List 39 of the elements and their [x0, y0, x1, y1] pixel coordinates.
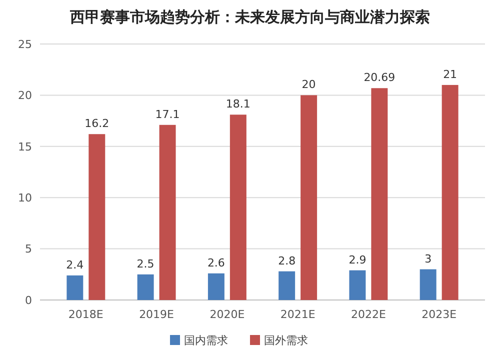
- data-label: 2.5: [136, 257, 154, 270]
- y-tick-label: 5: [25, 242, 32, 256]
- bar: [300, 95, 318, 300]
- bar: [349, 270, 366, 300]
- x-tick-label: 2022E: [350, 308, 386, 321]
- x-tick-label: 2023E: [422, 308, 457, 321]
- data-label: 3: [424, 252, 432, 266]
- bar: [442, 84, 458, 300]
- legend-label: 国内需求: [184, 334, 228, 347]
- data-label: 17.1: [155, 108, 180, 121]
- y-tick-label: 25: [18, 38, 32, 51]
- data-label: 2.9: [348, 253, 366, 266]
- bar: [208, 273, 224, 300]
- legend-label: 国外需求: [264, 334, 308, 347]
- chart-title: 西甲赛事市场趋势分析：未来发展方向与商业潜力探索: [69, 8, 430, 26]
- y-tick-label: 0: [25, 294, 32, 307]
- bar: [230, 114, 246, 300]
- y-tick-label: 10: [18, 191, 32, 204]
- bar: [88, 134, 106, 300]
- x-tick-label: 2018E: [68, 308, 104, 321]
- data-label: 20.69: [364, 71, 396, 84]
- bar: [371, 88, 388, 300]
- x-tick-label: 2020E: [210, 308, 245, 321]
- data-label: 16.2: [84, 117, 110, 130]
- data-label: 2.4: [66, 258, 84, 272]
- x-tick-label: 2019E: [139, 308, 174, 321]
- x-tick-label: 2021E: [280, 308, 316, 321]
- bar: [66, 275, 84, 300]
- y-tick-label: 20: [18, 89, 32, 102]
- data-label: 2.8: [278, 254, 296, 268]
- bar: [420, 269, 436, 300]
- data-label: 21: [443, 68, 458, 81]
- bar: [159, 124, 176, 300]
- data-label: 20: [302, 78, 316, 92]
- data-label: 2.6: [207, 256, 225, 270]
- bar: [278, 271, 296, 300]
- y-tick-label: 15: [18, 140, 32, 154]
- data-label: 18.1: [226, 98, 250, 111]
- bar: [137, 274, 154, 300]
